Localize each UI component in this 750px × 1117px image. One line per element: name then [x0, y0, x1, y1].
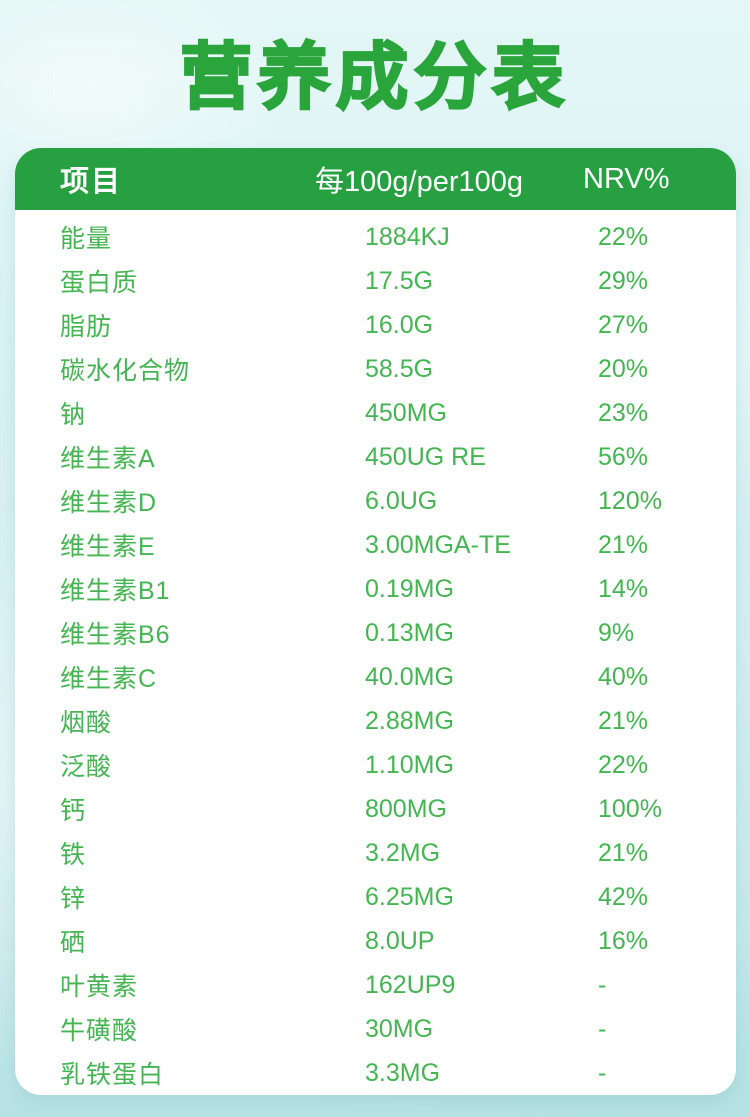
header-item-column: 项目: [60, 166, 123, 198]
row-nrv-value: 9%: [598, 618, 635, 647]
row-nrv-value: 120%: [598, 486, 662, 515]
row-nrv-value: 22%: [598, 222, 649, 251]
row-per100g-value: 450MG: [365, 398, 447, 427]
row-per100g-value: 3.3MG: [365, 1058, 441, 1087]
row-per100g-value: 0.19MG: [365, 574, 454, 603]
row-per100g-value: 58.5G: [365, 354, 434, 383]
row-nrv-value: 20%: [598, 354, 649, 383]
row-item-label: 牛磺酸: [60, 1017, 139, 1045]
table-row: 脂肪 16.0G 27%: [15, 303, 736, 347]
row-per100g-value: 0.13MG: [365, 618, 454, 647]
row-per100g-value: 16.0G: [365, 310, 434, 339]
row-nrv-value: -: [598, 1014, 607, 1043]
row-item-label: 能量: [60, 225, 113, 253]
table-row: 维生素A 450UG RE 56%: [15, 435, 736, 479]
row-item-label: 维生素B6: [60, 621, 171, 649]
table-row: 钠 450MG 23%: [15, 391, 736, 435]
row-item-label: 泛酸: [60, 753, 113, 781]
table-row: 铁 3.2MG 21%: [15, 831, 736, 875]
table-row: 维生素D 6.0UG 120%: [15, 479, 736, 523]
row-item-label: 维生素D: [60, 489, 158, 517]
row-nrv-value: 22%: [598, 750, 649, 779]
row-nrv-value: 42%: [598, 882, 649, 911]
row-per100g-value: 6.25MG: [365, 882, 454, 911]
table-header-row: 项目 每100g/per100g NRV%: [15, 148, 736, 210]
row-nrv-value: -: [598, 1058, 607, 1087]
row-per100g-value: 8.0UP: [365, 926, 435, 955]
row-nrv-value: 56%: [598, 442, 649, 471]
table-row: 泛酸 1.10MG 22%: [15, 743, 736, 787]
row-item-label: 铁: [60, 841, 87, 869]
row-nrv-value: 40%: [598, 662, 649, 691]
row-nrv-value: 100%: [598, 794, 662, 823]
row-nrv-value: 23%: [598, 398, 649, 427]
row-nrv-value: 21%: [598, 530, 649, 559]
row-item-label: 维生素B1: [60, 577, 171, 605]
row-item-label: 烟酸: [60, 709, 113, 737]
row-per100g-value: 6.0UG: [365, 486, 438, 515]
row-item-label: 乳铁蛋白: [60, 1061, 165, 1089]
table-row: 锌 6.25MG 42%: [15, 875, 736, 919]
row-per100g-value: 40.0MG: [365, 662, 454, 691]
page-title: 营养成分表: [179, 37, 570, 120]
row-per100g-value: 162UP9: [365, 970, 456, 999]
row-per100g-value: 450UG RE: [365, 442, 486, 471]
row-item-label: 硒: [60, 929, 87, 957]
table-row: 烟酸 2.88MG 21%: [15, 699, 736, 743]
table-row: 牛磺酸 30MG -: [15, 1007, 736, 1051]
row-nrv-value: -: [598, 970, 607, 999]
table-body: 能量 1884KJ 22% 蛋白质 17.5G 29% 脂肪 16.0G 27%…: [15, 210, 736, 1095]
row-item-label: 蛋白质: [60, 269, 139, 297]
table-row: 硒 8.0UP 16%: [15, 919, 736, 963]
table-row: 叶黄素 162UP9 -: [15, 963, 736, 1007]
row-nrv-value: 21%: [598, 838, 649, 867]
table-row: 维生素E 3.00MGA-TE 21%: [15, 523, 736, 567]
row-per100g-value: 3.00MGA-TE: [365, 530, 511, 559]
table-row: 钙 800MG 100%: [15, 787, 736, 831]
header-per100g-column: 每100g/per100g: [315, 166, 523, 198]
table-row: 能量 1884KJ 22%: [15, 215, 736, 259]
row-item-label: 钠: [60, 401, 87, 429]
row-item-label: 维生素A: [60, 445, 156, 473]
row-item-label: 钙: [60, 797, 87, 825]
row-item-label: 碳水化合物: [60, 357, 191, 385]
table-row: 维生素B1 0.19MG 14%: [15, 567, 736, 611]
row-per100g-value: 1.10MG: [365, 750, 454, 779]
row-nrv-value: 14%: [598, 574, 649, 603]
row-item-label: 维生素E: [60, 533, 156, 561]
row-per100g-value: 17.5G: [365, 266, 434, 295]
table-row: 维生素B6 0.13MG 9%: [15, 611, 736, 655]
row-item-label: 脂肪: [60, 313, 113, 341]
row-item-label: 锌: [60, 885, 87, 913]
row-per100g-value: 3.2MG: [365, 838, 441, 867]
row-nrv-value: 27%: [598, 310, 649, 339]
table-row: 乳铁蛋白 3.3MG -: [15, 1051, 736, 1095]
nutrition-table-card: 项目 每100g/per100g NRV% 能量 1884KJ 22% 蛋白质 …: [15, 148, 736, 1095]
row-nrv-value: 16%: [598, 926, 649, 955]
table-row: 维生素C 40.0MG 40%: [15, 655, 736, 699]
row-item-label: 维生素C: [60, 665, 158, 693]
table-row: 碳水化合物 58.5G 20%: [15, 347, 736, 391]
header-nrv-column: NRV%: [583, 162, 670, 195]
table-row: 蛋白质 17.5G 29%: [15, 259, 736, 303]
row-per100g-value: 1884KJ: [365, 222, 450, 251]
row-nrv-value: 21%: [598, 706, 649, 735]
row-per100g-value: 800MG: [365, 794, 447, 823]
row-per100g-value: 2.88MG: [365, 706, 454, 735]
row-per100g-value: 30MG: [365, 1014, 434, 1043]
row-nrv-value: 29%: [598, 266, 649, 295]
row-item-label: 叶黄素: [60, 973, 139, 1001]
